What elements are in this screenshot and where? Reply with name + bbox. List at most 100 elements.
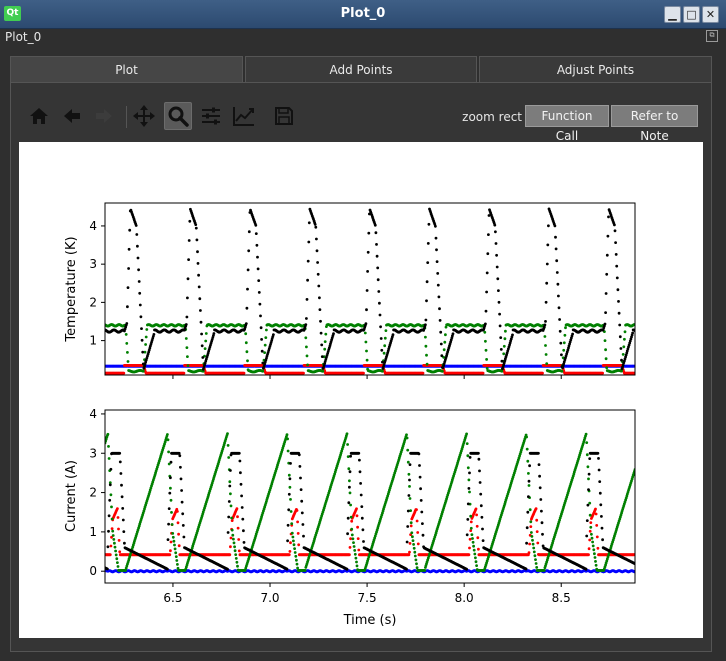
data-point (616, 288, 620, 292)
minimize-button[interactable]: ▁ (664, 6, 681, 23)
data-point (499, 336, 503, 339)
save-button[interactable] (270, 102, 298, 130)
data-point (571, 332, 574, 336)
data-point (140, 338, 144, 342)
data-point (558, 329, 562, 333)
data-point (198, 297, 202, 301)
minimize-icon: ▁ (668, 8, 677, 21)
data-point (425, 362, 429, 366)
data-point (244, 322, 248, 325)
data-point (307, 240, 311, 244)
data-point (604, 311, 607, 314)
data-point (614, 241, 617, 244)
data-point (134, 224, 138, 227)
home-button[interactable] (25, 102, 53, 130)
data-point (332, 332, 335, 336)
refer-to-note-button[interactable]: Refer to Note (611, 105, 698, 143)
back-button[interactable] (58, 102, 86, 130)
data-point (620, 358, 623, 362)
data-point (144, 335, 148, 339)
data-point (615, 276, 619, 280)
tab-plot[interactable]: Plot (10, 56, 243, 82)
data-point (122, 371, 126, 375)
data-point (375, 254, 379, 258)
data-point (434, 236, 438, 240)
data-point (245, 350, 249, 354)
data-point (603, 322, 607, 326)
data-point (169, 549, 172, 553)
data-point (136, 244, 139, 248)
data-point (438, 319, 442, 322)
data-point (604, 348, 607, 352)
tab-add-points[interactable]: Add Points (245, 56, 477, 82)
data-point (186, 355, 189, 358)
data-point (381, 360, 384, 364)
data-point (444, 325, 448, 329)
y-tick-label: 3 (89, 257, 97, 271)
data-point (109, 544, 113, 548)
subplots-config-button[interactable] (197, 102, 225, 130)
data-point (236, 526, 240, 530)
data-point (379, 337, 383, 340)
data-point (324, 332, 328, 336)
edit-axis-icon (233, 107, 254, 126)
data-point (187, 239, 191, 242)
zoom-button[interactable] (164, 102, 192, 130)
function-call-button[interactable]: Function Call (525, 105, 609, 143)
tab-adjust-points[interactable]: Adjust Points (479, 56, 712, 82)
data-point (246, 287, 249, 291)
data-point (195, 238, 199, 242)
data-point (562, 341, 566, 345)
data-point (562, 348, 566, 352)
data-point (186, 296, 189, 300)
data-point (141, 369, 145, 373)
data-point (618, 335, 622, 339)
data-point (426, 242, 430, 245)
data-point (254, 232, 258, 235)
toolbar-mode-label: zoom rect (462, 110, 522, 124)
data-point (127, 247, 131, 251)
pan-button[interactable] (130, 102, 158, 130)
data-point (296, 520, 299, 524)
back-arrow-icon (64, 109, 80, 123)
data-point (306, 278, 309, 282)
data-point (247, 230, 251, 234)
data-point (117, 539, 121, 542)
data-point (116, 507, 119, 510)
qt-logo-icon: Qt (4, 6, 21, 21)
undock-icon[interactable]: ⧉ (706, 30, 718, 42)
close-button[interactable]: ✕ (702, 6, 719, 23)
data-point (560, 369, 564, 373)
data-point (425, 299, 428, 303)
data-point (200, 332, 204, 336)
data-point (141, 350, 145, 354)
data-point (348, 546, 352, 549)
maximize-button[interactable]: □ (683, 6, 700, 23)
window-titlebar[interactable]: Qt Plot_0 ▁ □ ✕ (0, 0, 726, 29)
data-point (126, 305, 129, 309)
data-point (365, 308, 368, 312)
data-point (442, 355, 445, 359)
data-point (203, 347, 207, 350)
forward-button[interactable] (90, 102, 118, 130)
data-point (177, 532, 181, 536)
data-point (287, 553, 291, 557)
data-point (136, 256, 140, 260)
data-point (305, 354, 309, 358)
data-point (495, 265, 499, 269)
data-point (110, 527, 114, 530)
data-point (315, 237, 318, 241)
data-point (259, 314, 262, 318)
data-point (631, 331, 634, 335)
data-point (485, 367, 489, 370)
temperature-series-black (105, 207, 635, 371)
data-point (355, 507, 358, 511)
data-point (605, 253, 609, 257)
edit-axis-button[interactable] (230, 102, 258, 130)
data-point (623, 337, 626, 341)
data-point (186, 277, 190, 281)
data-point (108, 553, 112, 557)
tab-bar: Plot Add Points Adjust Points (10, 56, 712, 82)
